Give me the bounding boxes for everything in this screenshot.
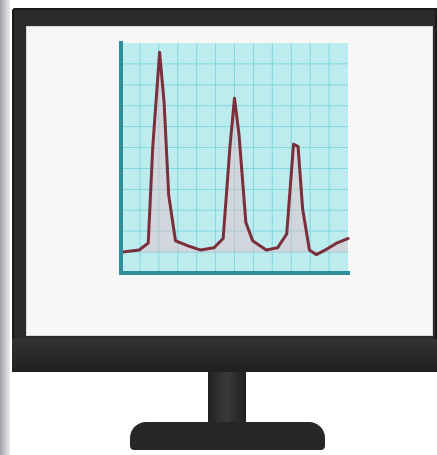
chart-data-point [229, 146, 231, 148]
monitor-stand-neck [208, 372, 246, 426]
chart-data-point [200, 249, 202, 251]
chart-data-point [222, 238, 224, 240]
chart-data-point [252, 240, 254, 242]
chart-data-point [315, 254, 317, 256]
chart-data-point [286, 233, 288, 235]
peak-area-fill [121, 52, 348, 255]
chart-data-point [186, 245, 188, 247]
side-edge-strip [0, 0, 10, 455]
chart-data-point [336, 242, 338, 244]
chart-data-point [245, 222, 247, 224]
chart-data-point [293, 143, 295, 145]
chart-data-point [297, 146, 299, 148]
chart-root [119, 41, 350, 275]
chart-data-point [213, 247, 215, 249]
chart-data-point [159, 51, 161, 53]
chart-data-point [147, 242, 149, 244]
chart-data-point [138, 249, 140, 251]
chart-data-point [152, 146, 154, 148]
chart-data-point [347, 238, 349, 240]
chromatogram-trace [119, 50, 350, 257]
chart-data-point [234, 97, 236, 99]
monitor-stand-base [130, 422, 325, 450]
chart-data-point [163, 102, 165, 104]
chart-data-point [309, 249, 311, 251]
chart-data-point [175, 240, 177, 242]
chart-data-point [277, 247, 279, 249]
chart-data-point [265, 249, 267, 251]
chart-data-point [325, 249, 327, 251]
chart-data-point [302, 208, 304, 210]
chart-data-point [238, 134, 240, 136]
chart-data-point [168, 194, 170, 196]
monitor-bottom-bezel [12, 339, 437, 372]
